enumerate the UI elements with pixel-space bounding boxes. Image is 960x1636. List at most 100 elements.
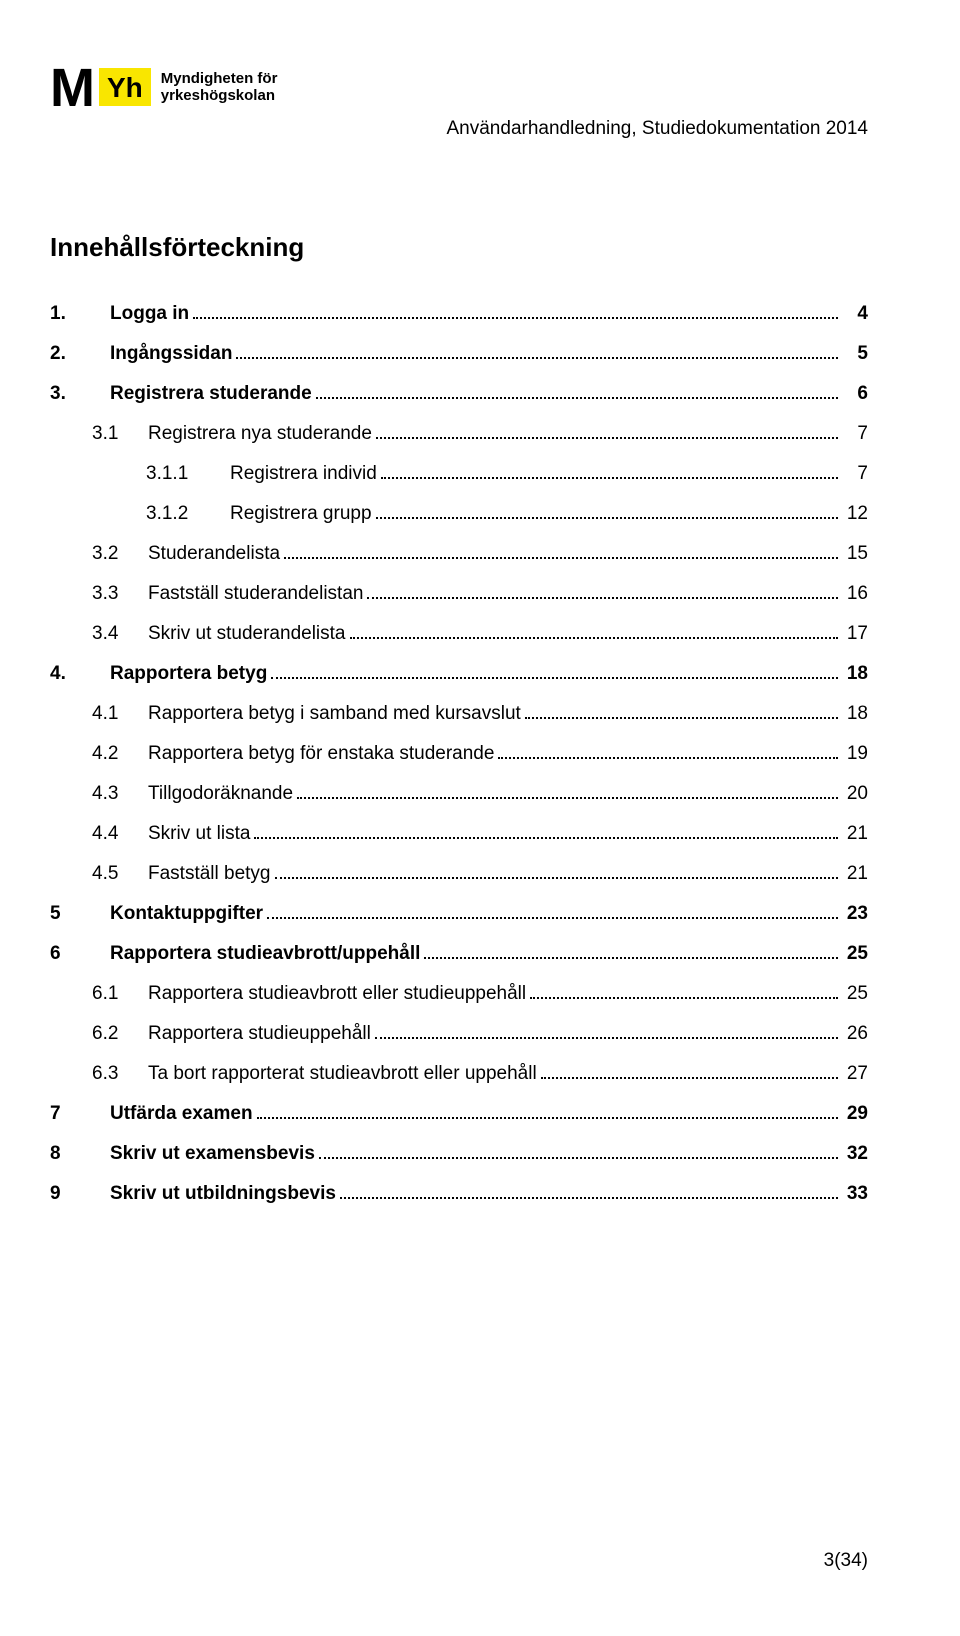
toc-entry-label: Kontaktuppgifter bbox=[110, 903, 263, 925]
toc-leader-dots bbox=[316, 386, 838, 399]
toc-entry-number: 3.4 bbox=[92, 623, 138, 645]
toc-entry[interactable]: 7Utfärda examen29 bbox=[50, 1103, 868, 1125]
toc-entry-label: Fastställ betyg bbox=[148, 863, 271, 885]
toc-entry-page: 12 bbox=[842, 503, 868, 525]
toc-entry-label: Skriv ut examensbevis bbox=[110, 1143, 315, 1165]
toc-leader-dots bbox=[376, 426, 838, 439]
logo: M Yh Myndigheten för yrkeshögskolan bbox=[50, 64, 868, 113]
agency-line1: Myndigheten för bbox=[161, 70, 278, 87]
toc-entry[interactable]: 3.1 Registrera nya studerande 7 bbox=[50, 423, 868, 445]
toc-leader-dots bbox=[193, 306, 838, 319]
toc-entry-label: Ingångssidan bbox=[110, 343, 232, 365]
table-of-contents: 1.Logga in42.Ingångssidan53.Registrera s… bbox=[50, 303, 868, 1205]
toc-entry-number: 3.2 bbox=[92, 543, 138, 565]
toc-leader-dots bbox=[381, 466, 838, 479]
toc-entry-label: Tillgodoräknande bbox=[148, 783, 293, 805]
logo-yh-text: Yh bbox=[107, 72, 143, 103]
toc-entry-label: Fastställ studerandelistan bbox=[148, 583, 363, 605]
toc-entry[interactable]: 6Rapportera studieavbrott/uppehåll25 bbox=[50, 943, 868, 965]
page-number: 3(34) bbox=[824, 1550, 868, 1572]
toc-entry[interactable]: 4.2 Rapportera betyg för enstaka studeran… bbox=[50, 743, 868, 765]
toc-entry-page: 4 bbox=[842, 303, 868, 325]
toc-leader-dots bbox=[375, 1026, 838, 1039]
toc-entry-page: 32 bbox=[842, 1143, 868, 1165]
toc-entry-number: 4.2 bbox=[92, 743, 138, 765]
toc-entry-page: 20 bbox=[842, 783, 868, 805]
toc-entry-number: 3.1.1 bbox=[146, 463, 220, 485]
toc-entry-label: Studerandelista bbox=[148, 543, 280, 565]
agency-name: Myndigheten för yrkeshögskolan bbox=[161, 70, 278, 105]
page-title: Innehållsförteckning bbox=[50, 232, 868, 263]
toc-entry[interactable]: 3.Registrera studerande6 bbox=[50, 383, 868, 405]
logo-yh-box: Yh bbox=[99, 68, 151, 106]
toc-leader-dots bbox=[530, 986, 838, 999]
toc-entry[interactable]: 4.3Tillgodoräknande20 bbox=[50, 783, 868, 805]
toc-entry-page: 26 bbox=[842, 1023, 868, 1045]
toc-entry-label: Skriv ut studerandelista bbox=[148, 623, 346, 645]
logo-m-glyph: M bbox=[50, 64, 89, 113]
toc-entry-number: 4.5 bbox=[92, 863, 138, 885]
document-title: Användarhandledning, Studiedokumentation… bbox=[447, 118, 869, 140]
toc-entry-page: 6 bbox=[842, 383, 868, 405]
toc-entry-label: Rapportera betyg i samband med kursavslu… bbox=[148, 703, 521, 725]
toc-entry[interactable]: 6.1Rapportera studieavbrott eller studie… bbox=[50, 983, 868, 1005]
toc-entry-number: 9 bbox=[50, 1183, 100, 1205]
toc-entry-page: 29 bbox=[842, 1103, 868, 1125]
toc-entry-page: 23 bbox=[842, 903, 868, 925]
toc-entry-number: 6.2 bbox=[92, 1023, 138, 1045]
toc-entry-number: 6 bbox=[50, 943, 100, 965]
toc-entry-label: Skriv ut utbildningsbevis bbox=[110, 1183, 336, 1205]
toc-entry-label: Rapportera betyg för enstaka studerande bbox=[148, 743, 494, 765]
toc-entry-page: 7 bbox=[842, 463, 868, 485]
toc-entry-page: 27 bbox=[842, 1063, 868, 1085]
toc-entry-label: Registrera grupp bbox=[230, 503, 372, 525]
toc-entry-page: 15 bbox=[842, 543, 868, 565]
toc-entry[interactable]: 3.1.1 Registrera individ 7 bbox=[50, 463, 868, 485]
toc-entry[interactable]: 4.4Skriv ut lista21 bbox=[50, 823, 868, 845]
toc-entry[interactable]: 8Skriv ut examensbevis32 bbox=[50, 1143, 868, 1165]
toc-entry[interactable]: 1.Logga in4 bbox=[50, 303, 868, 325]
toc-entry[interactable]: 4.1 Rapportera betyg i samband med kursav… bbox=[50, 703, 868, 725]
toc-entry-number: 4.4 bbox=[92, 823, 138, 845]
toc-entry-page: 19 bbox=[842, 743, 868, 765]
toc-entry-page: 18 bbox=[842, 663, 868, 685]
toc-entry[interactable]: 9Skriv ut utbildningsbevis33 bbox=[50, 1183, 868, 1205]
toc-entry[interactable]: 4.5 Fastställ betyg 21 bbox=[50, 863, 868, 885]
toc-leader-dots bbox=[297, 786, 838, 799]
toc-entry[interactable]: 6.3Ta bort rapporterat studieavbrott ell… bbox=[50, 1063, 868, 1085]
toc-entry-page: 21 bbox=[842, 863, 868, 885]
toc-entry-number: 4.1 bbox=[92, 703, 138, 725]
toc-entry-number: 7 bbox=[50, 1103, 100, 1125]
toc-entry[interactable]: 3.1.2 Registrera grupp 12 bbox=[50, 503, 868, 525]
toc-leader-dots bbox=[541, 1066, 838, 1079]
toc-entry-number: 1. bbox=[50, 303, 100, 325]
toc-entry-label: Rapportera studieavbrott eller studieupp… bbox=[148, 983, 526, 1005]
toc-entry-number: 3.1 bbox=[92, 423, 138, 445]
toc-entry-number: 5 bbox=[50, 903, 100, 925]
toc-entry[interactable]: 2.Ingångssidan5 bbox=[50, 343, 868, 365]
toc-leader-dots bbox=[340, 1186, 838, 1199]
toc-entry-page: 21 bbox=[842, 823, 868, 845]
toc-entry[interactable]: 5 Kontaktuppgifter 23 bbox=[50, 903, 868, 925]
toc-entry-label: Registrera nya studerande bbox=[148, 423, 372, 445]
toc-entry-label: Registrera individ bbox=[230, 463, 377, 485]
toc-entry[interactable]: 3.2 Studerandelista 15 bbox=[50, 543, 868, 565]
toc-entry[interactable]: 3.3Fastställ studerandelistan16 bbox=[50, 583, 868, 605]
agency-line2: yrkeshögskolan bbox=[161, 87, 275, 104]
toc-entry[interactable]: 6.2Rapportera studieuppehåll26 bbox=[50, 1023, 868, 1045]
toc-leader-dots bbox=[498, 746, 838, 759]
toc-entry-number: 3.1.2 bbox=[146, 503, 220, 525]
toc-entry-number: 6.3 bbox=[92, 1063, 138, 1085]
toc-entry-number: 4. bbox=[50, 663, 100, 685]
toc-entry-page: 25 bbox=[842, 983, 868, 1005]
toc-leader-dots bbox=[236, 346, 838, 359]
toc-entry-number: 3.3 bbox=[92, 583, 138, 605]
toc-entry[interactable]: 3.4 Skriv ut studerandelista 17 bbox=[50, 623, 868, 645]
toc-leader-dots bbox=[271, 666, 838, 679]
toc-leader-dots bbox=[284, 546, 838, 559]
toc-entry[interactable]: 4.Rapportera betyg18 bbox=[50, 663, 868, 685]
toc-leader-dots bbox=[267, 906, 838, 919]
toc-entry-page: 17 bbox=[842, 623, 868, 645]
toc-entry-page: 7 bbox=[842, 423, 868, 445]
toc-entry-page: 5 bbox=[842, 343, 868, 365]
